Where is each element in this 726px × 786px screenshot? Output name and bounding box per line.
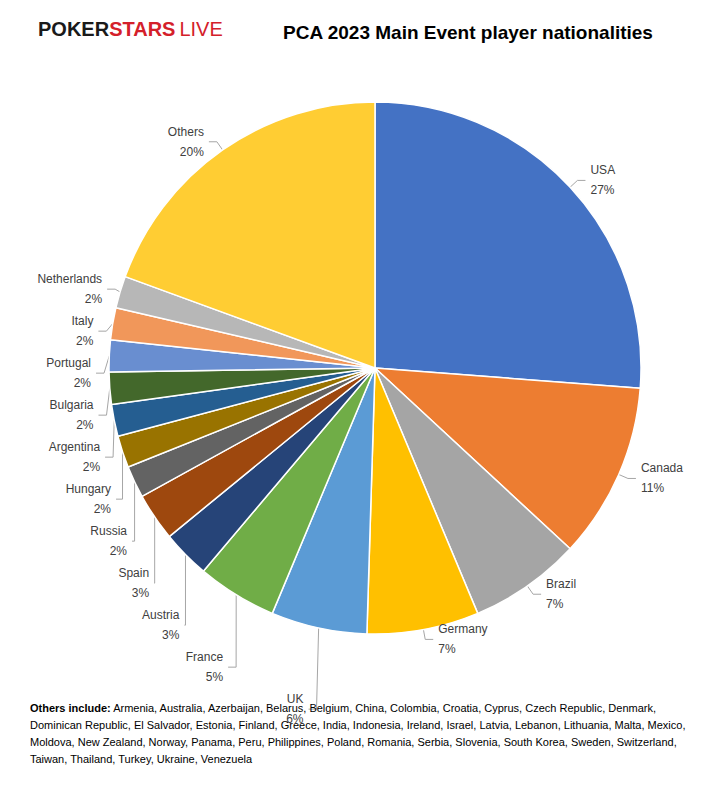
svg-text:Canada: Canada	[641, 461, 683, 475]
svg-text:27%: 27%	[590, 183, 614, 197]
svg-text:5%: 5%	[206, 670, 224, 684]
svg-text:2%: 2%	[76, 334, 94, 348]
svg-text:2%: 2%	[94, 502, 112, 516]
svg-text:Others: Others	[168, 125, 204, 139]
svg-text:Netherlands: Netherlands	[37, 272, 102, 286]
svg-text:Hungary: Hungary	[66, 482, 111, 496]
svg-text:France: France	[186, 650, 224, 664]
svg-text:Austria: Austria	[142, 608, 180, 622]
svg-text:11%: 11%	[641, 481, 664, 495]
svg-text:7%: 7%	[438, 642, 456, 656]
svg-text:Spain: Spain	[118, 566, 149, 580]
svg-text:2%: 2%	[76, 418, 94, 432]
svg-text:2%: 2%	[110, 544, 128, 558]
svg-text:7%: 7%	[546, 597, 564, 611]
svg-text:Italy: Italy	[71, 314, 93, 328]
svg-text:Bulgaria: Bulgaria	[49, 398, 93, 412]
svg-text:Argentina: Argentina	[49, 440, 101, 454]
svg-text:Brazil: Brazil	[546, 577, 576, 591]
svg-text:3%: 3%	[132, 586, 150, 600]
svg-text:Portugal: Portugal	[46, 356, 91, 370]
svg-text:USA: USA	[590, 163, 615, 177]
svg-text:2%: 2%	[85, 292, 103, 306]
svg-text:3%: 3%	[162, 628, 180, 642]
svg-text:PCA 2023 Main Event player nat: PCA 2023 Main Event player nationalities	[283, 22, 653, 43]
svg-text:2%: 2%	[74, 376, 92, 390]
svg-text:Germany: Germany	[438, 622, 487, 636]
svg-text:2%: 2%	[83, 460, 101, 474]
svg-text:Russia: Russia	[90, 524, 127, 538]
svg-text:20%: 20%	[180, 145, 204, 159]
